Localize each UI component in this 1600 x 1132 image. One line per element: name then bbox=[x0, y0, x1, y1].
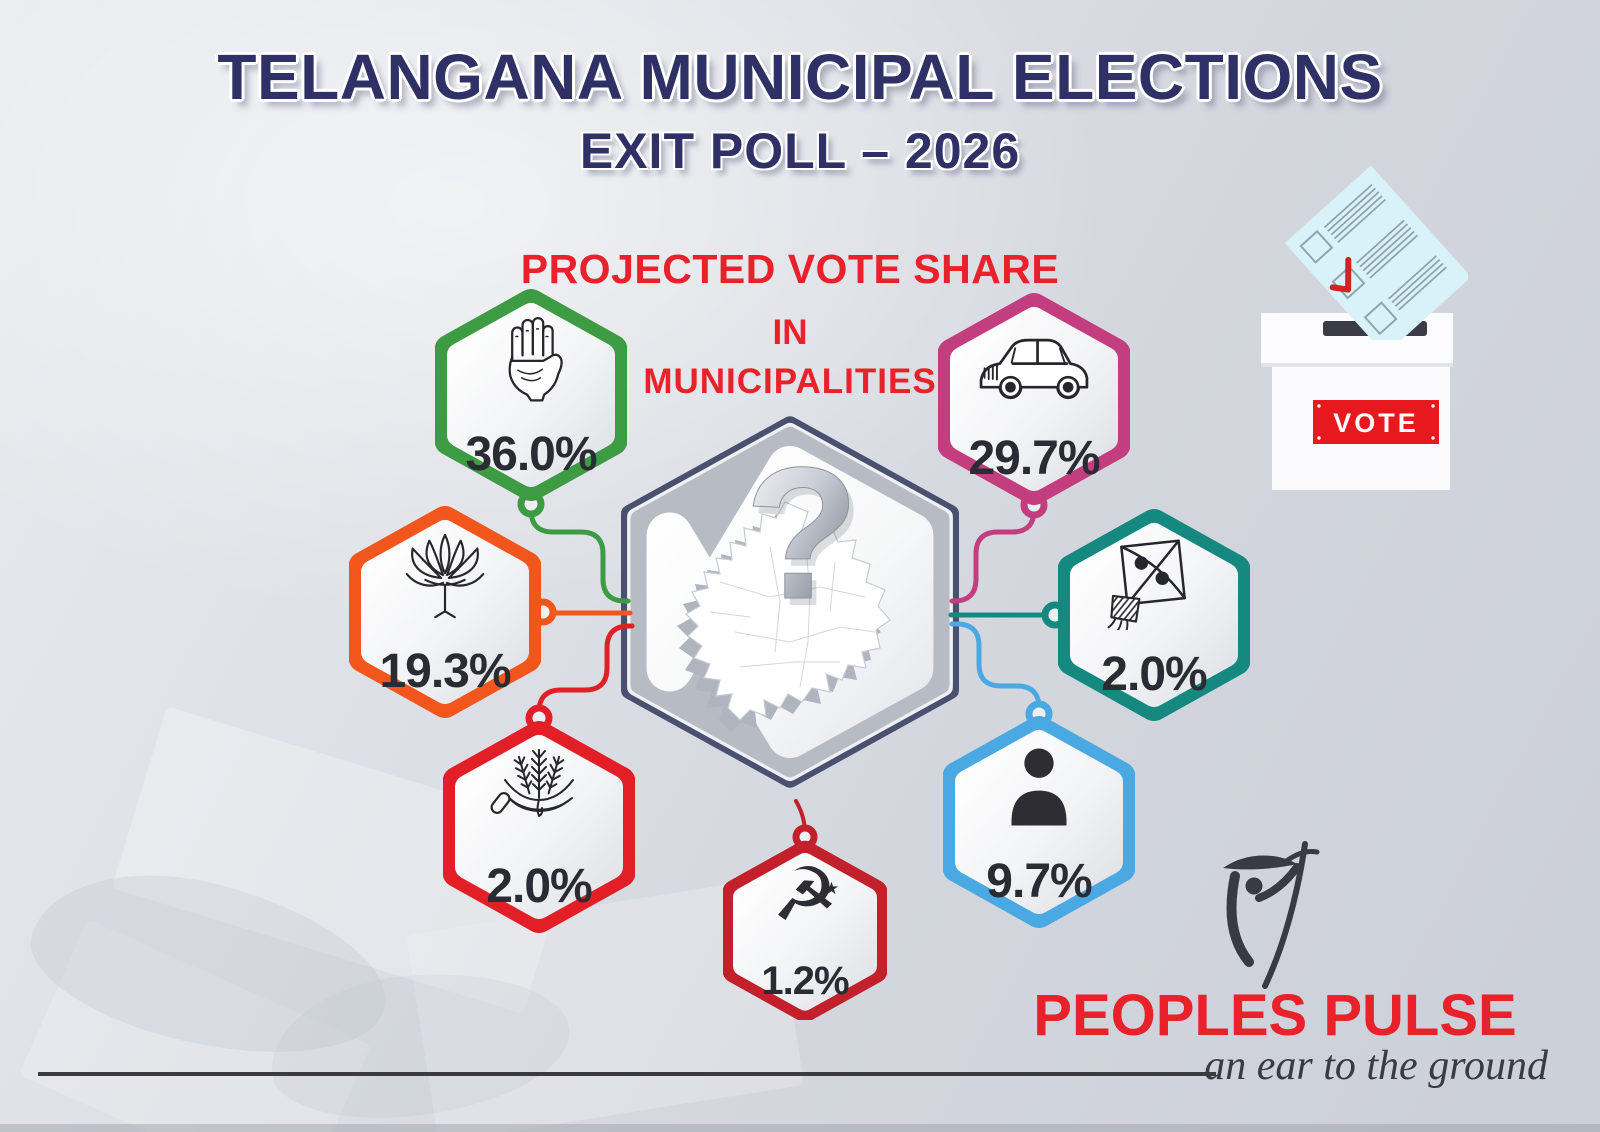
peoples-pulse-logo-icon bbox=[1205, 838, 1325, 990]
hex-frame-darkred bbox=[723, 840, 887, 1020]
vote-share-value-car: 29.7% bbox=[968, 432, 1100, 485]
kite-symbol-icon bbox=[1107, 539, 1186, 630]
brand-tagline: an ear to the ground bbox=[1204, 1043, 1548, 1089]
vote-share-value-person: 9.7% bbox=[986, 855, 1092, 908]
svg-text:?: ? bbox=[750, 435, 865, 645]
heading-municipalities: MUNICIPALITIES bbox=[643, 362, 937, 401]
hex-frame-red bbox=[443, 721, 635, 933]
vote-share-hex-kite: 2.0% bbox=[1058, 508, 1250, 722]
hammer-sickle-symbol-icon: ☭ ★ bbox=[771, 852, 840, 938]
svg-text:?: ? bbox=[745, 428, 860, 638]
star-icon: ★ bbox=[823, 879, 840, 899]
vote-share-hex-person: 9.7% bbox=[943, 715, 1135, 929]
vote-share-hex-car: 29.7% bbox=[938, 292, 1130, 506]
ballot-check-mark bbox=[1329, 256, 1352, 293]
vote-plate: VOTE bbox=[1313, 400, 1439, 444]
vote-share-value-hand: 36.0% bbox=[465, 428, 597, 481]
vote-share-value-kite: 2.0% bbox=[1101, 648, 1207, 701]
hex-frame-pink bbox=[938, 293, 1130, 505]
ballot-box-illustration: VOTE bbox=[1238, 158, 1472, 498]
brand-name: PEOPLES PULSE bbox=[1033, 983, 1517, 1048]
vote-share-hex-corn-sickle: 2.0% bbox=[443, 720, 635, 934]
lotus-symbol-icon bbox=[405, 533, 485, 619]
question-mark: ? ? bbox=[744, 428, 865, 646]
vote-share-value-corn-sickle: 2.0% bbox=[486, 860, 592, 913]
section-heading: PROJECTED VOTE SHARE IN MUNICIPALITIES bbox=[390, 246, 1190, 402]
person-symbol-icon bbox=[1011, 748, 1067, 826]
hand-symbol-icon bbox=[508, 317, 563, 402]
footer-rule bbox=[38, 1072, 1216, 1076]
car-symbol-icon bbox=[979, 338, 1089, 400]
vote-share-value-lotus: 19.3% bbox=[379, 645, 511, 698]
vote-share-hex-lotus: 19.3% bbox=[349, 505, 541, 719]
vote-share-hex-hammer-sickle: ☭ ★ 1.2% bbox=[723, 840, 887, 1020]
vote-share-hex-hand: 36.0% bbox=[435, 288, 627, 502]
page-title: TELANGANA MUNICIPAL ELECTIONS bbox=[217, 41, 1383, 113]
heading-projected-vote-share: PROJECTED VOTE SHARE bbox=[520, 246, 1060, 292]
telangana-map bbox=[677, 501, 891, 732]
page-subtitle: EXIT POLL – 2026 bbox=[579, 123, 1021, 179]
center-hexagon-telangana-map: ? ? bbox=[618, 412, 962, 792]
heading-in: IN bbox=[772, 313, 808, 352]
corn-sickle-symbol-icon bbox=[490, 749, 574, 817]
ballot-box-graphic: VOTE bbox=[1261, 165, 1472, 490]
bottom-edge-strip bbox=[0, 1124, 1600, 1132]
ballot-paper bbox=[1284, 165, 1472, 355]
center-hexagon-frame: ? ? bbox=[621, 416, 959, 788]
vote-share-value-hammer-sickle: 1.2% bbox=[761, 959, 849, 1003]
hex-frame-teal bbox=[1058, 509, 1250, 721]
vote-label: VOTE bbox=[1333, 408, 1419, 438]
